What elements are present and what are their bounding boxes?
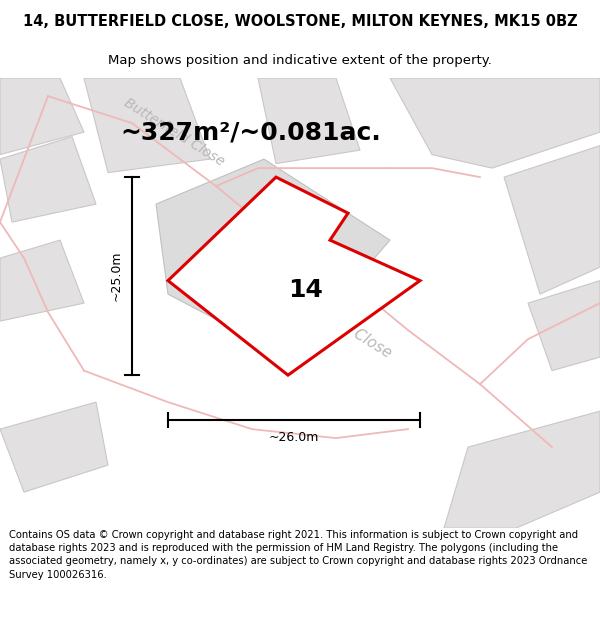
Text: Map shows position and indicative extent of the property.: Map shows position and indicative extent…: [108, 54, 492, 68]
Polygon shape: [156, 159, 390, 357]
Text: ~25.0m: ~25.0m: [110, 251, 123, 301]
Polygon shape: [444, 411, 600, 528]
Polygon shape: [0, 137, 96, 222]
Polygon shape: [84, 78, 210, 172]
Polygon shape: [258, 78, 360, 164]
Text: Butterfield Close: Butterfield Close: [121, 96, 227, 169]
Polygon shape: [390, 78, 600, 168]
Text: Contains OS data © Crown copyright and database right 2021. This information is : Contains OS data © Crown copyright and d…: [9, 530, 587, 579]
Text: Butterfield Close: Butterfield Close: [278, 281, 394, 361]
Polygon shape: [504, 146, 600, 294]
Polygon shape: [0, 78, 84, 154]
Text: ~327m²/~0.081ac.: ~327m²/~0.081ac.: [120, 120, 381, 144]
Polygon shape: [0, 240, 84, 321]
Polygon shape: [0, 402, 108, 492]
Polygon shape: [528, 281, 600, 371]
Text: 14, BUTTERFIELD CLOSE, WOOLSTONE, MILTON KEYNES, MK15 0BZ: 14, BUTTERFIELD CLOSE, WOOLSTONE, MILTON…: [23, 14, 577, 29]
Polygon shape: [168, 177, 420, 375]
Text: ~26.0m: ~26.0m: [269, 431, 319, 444]
Text: 14: 14: [289, 278, 323, 302]
